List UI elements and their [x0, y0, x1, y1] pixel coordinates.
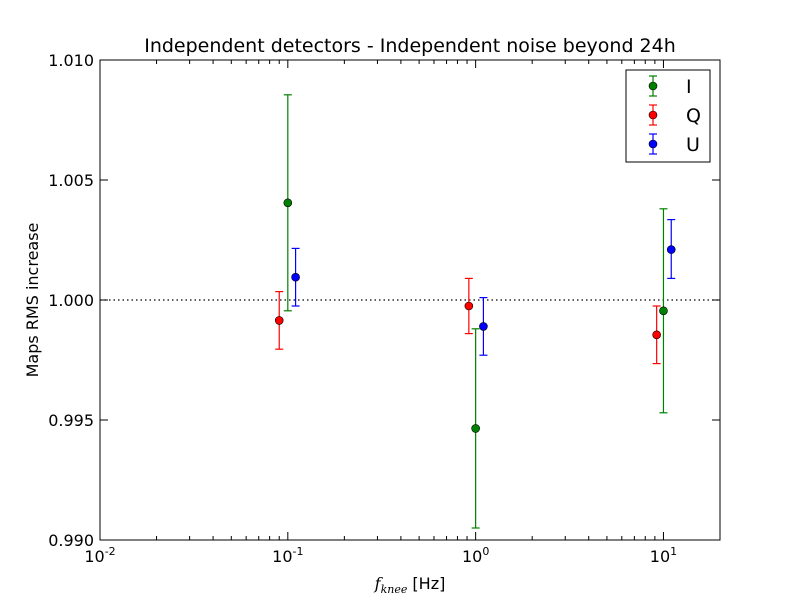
x-tick-exponent: 1: [670, 545, 677, 558]
legend-marker: [648, 81, 658, 91]
series-U: [291, 219, 676, 356]
legend-label: Q: [686, 105, 701, 127]
x-tick-exponent: 0: [482, 545, 489, 558]
x-tick-label: 100: [462, 545, 489, 566]
data-point: [471, 424, 480, 433]
data-point: [659, 306, 668, 316]
data-point: [291, 272, 300, 282]
y-tick-label: 1.000: [48, 291, 94, 310]
legend-marker: [648, 110, 658, 120]
x-tick-exponent: -1: [293, 545, 304, 558]
y-tick-label: 0.995: [48, 411, 94, 430]
y-tick-label: 0.990: [48, 531, 94, 550]
x-axis-label: fknee [Hz]: [374, 574, 446, 596]
series-Q: [274, 277, 661, 365]
x-tick-label: 10-1: [272, 545, 303, 566]
data-point: [666, 245, 676, 254]
data-point: [479, 322, 488, 331]
series-I: [283, 94, 668, 529]
x-tick-base: 10: [462, 547, 482, 566]
x-axis-label-main: f: [374, 574, 384, 593]
data-point: [464, 301, 474, 311]
x-axis-label-unit: [Hz]: [407, 574, 445, 593]
x-tick-base: 10: [272, 547, 292, 566]
x-tick-base: 10: [650, 547, 670, 566]
x-tick-exponent: -2: [105, 545, 116, 558]
x-tick-base: 10: [84, 547, 104, 566]
legend: IQU: [625, 69, 711, 163]
plot-content: [100, 94, 720, 529]
chart-title: Independent detectors - Independent nois…: [144, 35, 676, 57]
legend-box: [625, 69, 711, 163]
data-point: [652, 330, 661, 340]
x-tick-label: 10-2: [84, 545, 115, 566]
y-tick-label: 1.005: [48, 171, 94, 190]
data-point: [283, 198, 293, 208]
x-tick-label: 101: [650, 545, 677, 566]
legend-label: I: [686, 76, 692, 98]
legend-marker: [648, 139, 658, 149]
x-axis-label-sub: knee: [381, 583, 408, 596]
legend-label: U: [686, 134, 700, 156]
y-tick-label: 1.010: [48, 51, 94, 70]
data-point: [274, 316, 284, 325]
y-axis-label: Maps RMS increase: [23, 223, 42, 378]
